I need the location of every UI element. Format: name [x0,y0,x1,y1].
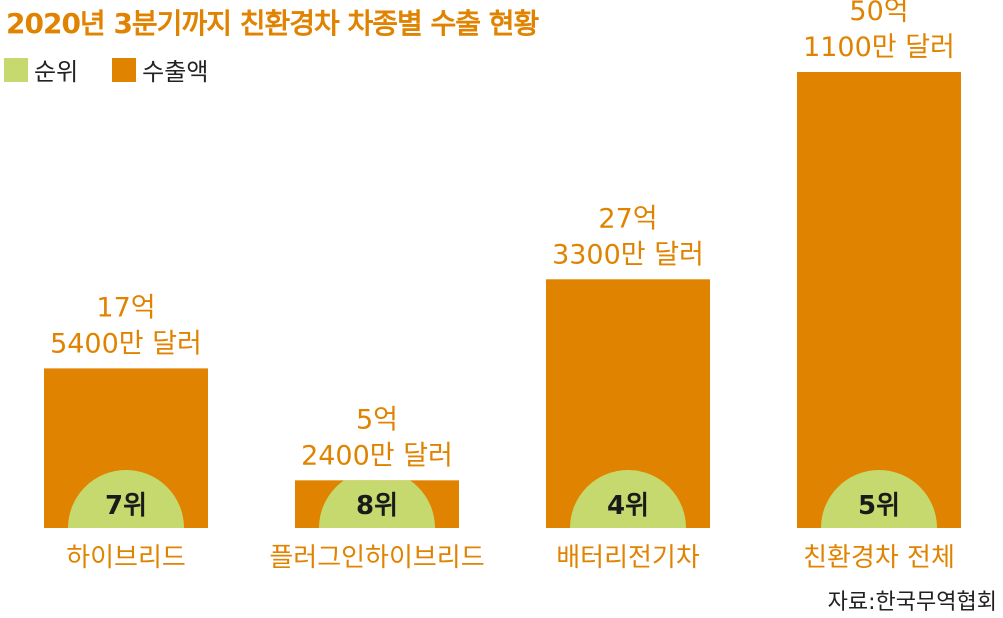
rank-circle-1 [319,480,435,528]
legend-swatch-export [112,57,137,82]
legend-label-rank: 순위 [34,58,79,86]
source-note: 자료:한국무역협회 [827,590,997,615]
category-label-1: 플러그인하이브리드 [269,543,484,573]
value-label-line1-0: 17억 [96,292,155,323]
rank-label-3: 5위 [858,491,900,521]
category-label-0: 하이브리드 [66,543,186,573]
category-label-2: 배터리전기차 [556,543,700,573]
value-label-line1-2: 27억 [598,203,657,234]
rank-label-0: 7위 [105,491,147,521]
legend-item-rank: 순위 [4,52,78,87]
rank-circle-0 [68,470,184,528]
rank-label-1: 8위 [356,491,398,521]
legend-label-export: 수출액 [142,58,209,86]
value-label-line1-1: 5억 [356,404,398,435]
legend: 순위 수출액 [4,52,242,87]
value-label-line2-1: 2400만 달러 [301,440,453,471]
value-label-line2-2: 3300만 달러 [552,239,704,270]
legend-swatch-rank [4,57,28,82]
bar-3 [797,72,961,528]
rank-circle-3 [821,470,937,528]
value-label-line2-0: 5400만 달러 [50,328,202,359]
legend-item-export: 수출액 [112,52,208,87]
value-label-line2-3: 1100만 달러 [803,32,955,63]
chart-title: 2020년 3분기까지 친환경차 차종별 수출 현황 [6,7,539,40]
value-label-line1-3: 50억 [849,0,908,27]
category-label-3: 친환경차 전체 [803,543,955,573]
rank-label-2: 4위 [607,491,649,521]
rank-circle-2 [570,470,686,528]
